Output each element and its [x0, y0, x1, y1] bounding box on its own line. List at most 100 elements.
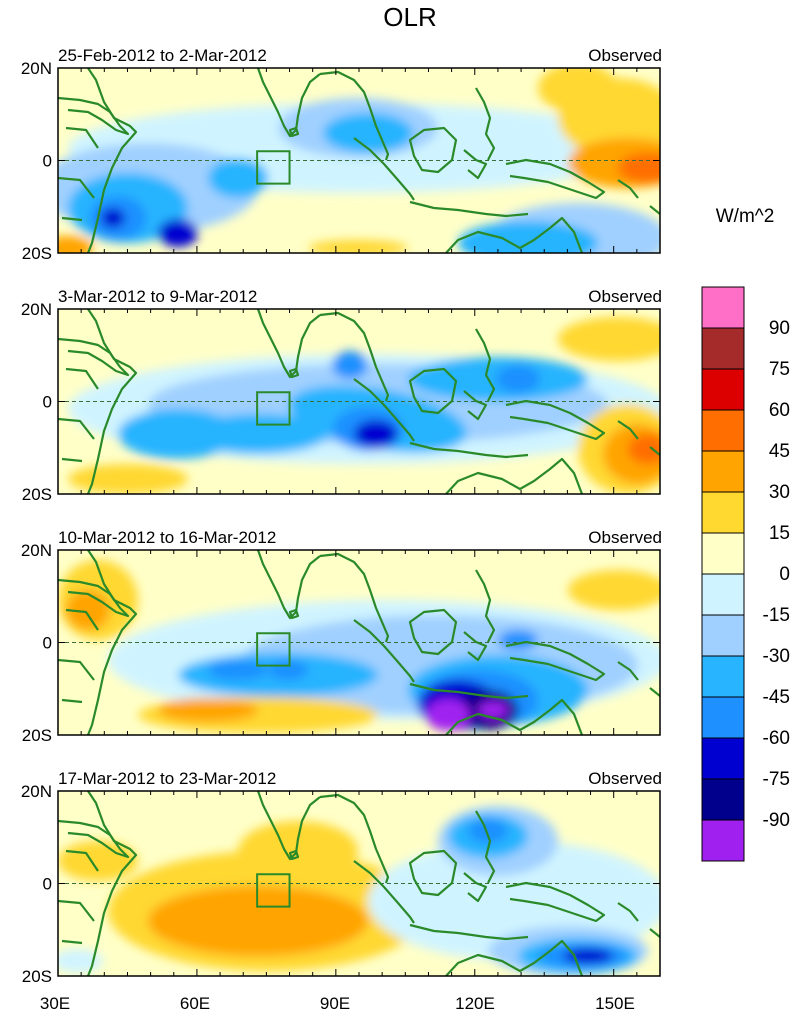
reference-box	[256, 873, 291, 908]
coastline	[86, 550, 138, 735]
coastline	[58, 608, 99, 704]
panel-label: Observed	[588, 769, 662, 788]
coastline	[86, 68, 138, 253]
lon-tick-label: 30E	[40, 994, 70, 1013]
anomaly-patch	[628, 434, 660, 464]
coastline	[463, 872, 488, 903]
coastline	[617, 420, 660, 456]
lat-tick-label: 20S	[22, 485, 52, 504]
colorbar-segment	[701, 327, 745, 370]
coastline	[288, 126, 300, 138]
coastline	[445, 939, 584, 976]
colorbar-label: 75	[769, 359, 790, 380]
anomaly-patch	[468, 819, 508, 843]
anomaly-patch	[498, 630, 538, 650]
coastline	[617, 179, 660, 215]
panel-label: Observed	[588, 46, 662, 65]
coastline	[475, 328, 496, 402]
coastline	[445, 457, 584, 494]
coastline	[505, 399, 606, 441]
coastline	[353, 378, 415, 442]
coastline	[409, 200, 529, 218]
anomaly-patch	[238, 821, 358, 881]
colorbar-label: 30	[769, 482, 790, 503]
coastline	[319, 311, 390, 402]
coastline	[475, 810, 496, 884]
coastline	[58, 126, 99, 222]
coastline	[319, 70, 390, 161]
lat-tick-label: 0	[43, 152, 52, 171]
coastline	[475, 569, 496, 643]
panel-period: 25-Feb-2012 to 2-Mar-2012	[58, 46, 267, 65]
colorbar-label: 45	[769, 441, 790, 462]
colorbar-segment	[701, 409, 745, 452]
colorbar-segment	[701, 696, 745, 739]
anomaly-patch	[558, 317, 660, 361]
lon-tick-label: 120E	[455, 994, 495, 1013]
anomaly-patch	[208, 660, 268, 680]
anomaly-patch	[268, 660, 308, 680]
colorbar-segment	[701, 655, 745, 698]
panel-label: Observed	[588, 287, 662, 306]
anomaly-patch	[308, 240, 408, 253]
reference-box	[256, 391, 291, 426]
colorbar-segment	[701, 532, 745, 575]
panel-period: 10-Mar-2012 to 16-Mar-2012	[58, 528, 276, 547]
coastline	[288, 367, 300, 379]
coastline	[256, 309, 321, 379]
anomaly-patch	[568, 570, 660, 610]
lat-tick-label: 20S	[22, 967, 52, 986]
map-panel-3: 20N 0 20S 10-Mar-2012 to 16-Mar-2012 Observe…	[21, 528, 662, 745]
anomaly-patch	[58, 236, 93, 253]
anomaly-patch	[496, 365, 540, 393]
anomaly-patch	[58, 841, 138, 881]
coastline	[353, 619, 415, 683]
coastline	[58, 337, 130, 377]
colorbar-label: 15	[769, 523, 790, 544]
coastline	[86, 791, 138, 976]
coastline	[256, 68, 321, 138]
anomaly-patch	[148, 886, 368, 956]
map-panel-1: 20N 0 20S 25-Feb-2012 to 2-Mar-2012 Observed	[21, 46, 662, 263]
anomaly-patch	[538, 68, 618, 113]
map-panels: 20N 0 20S 25-Feb-2012 to 2-Mar-2012 Observed…	[21, 46, 662, 986]
coastline	[463, 149, 488, 180]
coastline	[319, 793, 390, 884]
coastline	[256, 791, 321, 861]
anomaly-patch	[618, 153, 660, 183]
coastline	[319, 552, 390, 643]
anomaly-patch	[158, 698, 258, 722]
anomaly-patch	[68, 464, 188, 494]
colorbar-label: -15	[763, 605, 790, 626]
anomaly-patch	[458, 221, 598, 253]
reference-box	[256, 632, 291, 667]
coastline	[408, 367, 458, 415]
coastline	[617, 902, 660, 938]
lon-tick-label: 60E	[180, 994, 210, 1013]
reference-box	[256, 150, 291, 185]
coastline	[409, 441, 529, 459]
olr-anomaly-field	[68, 317, 660, 494]
colorbar-segment	[701, 737, 745, 780]
lon-tick-label: 150E	[595, 994, 635, 1013]
coastline	[58, 819, 130, 859]
coastline	[445, 698, 584, 735]
colorbar-label: -60	[763, 728, 790, 749]
coastline	[475, 87, 496, 161]
map-panel-2: 20N 0 20S 3-Mar-2012 to 9-Mar-2012 Observed	[21, 287, 662, 504]
coastline	[505, 881, 606, 923]
coastline	[288, 608, 300, 620]
coastline	[353, 137, 415, 201]
coastline	[288, 849, 300, 861]
longitude-axis: 30E 60E 90E 120E 150E	[40, 994, 635, 1013]
colorbar-label: 60	[769, 400, 790, 421]
coastline	[58, 367, 99, 463]
anomaly-patch	[426, 699, 470, 731]
coastline	[408, 608, 458, 656]
map-panel-4: 20N 0 20S 17-Mar-2012 to 23-Mar-2012 Observe…	[21, 769, 662, 986]
coastline	[58, 849, 99, 945]
colorbar-segment	[701, 819, 745, 862]
lat-tick-label: 20N	[21, 59, 52, 78]
anomaly-patch	[354, 420, 398, 448]
colorbar-segment	[701, 368, 745, 411]
